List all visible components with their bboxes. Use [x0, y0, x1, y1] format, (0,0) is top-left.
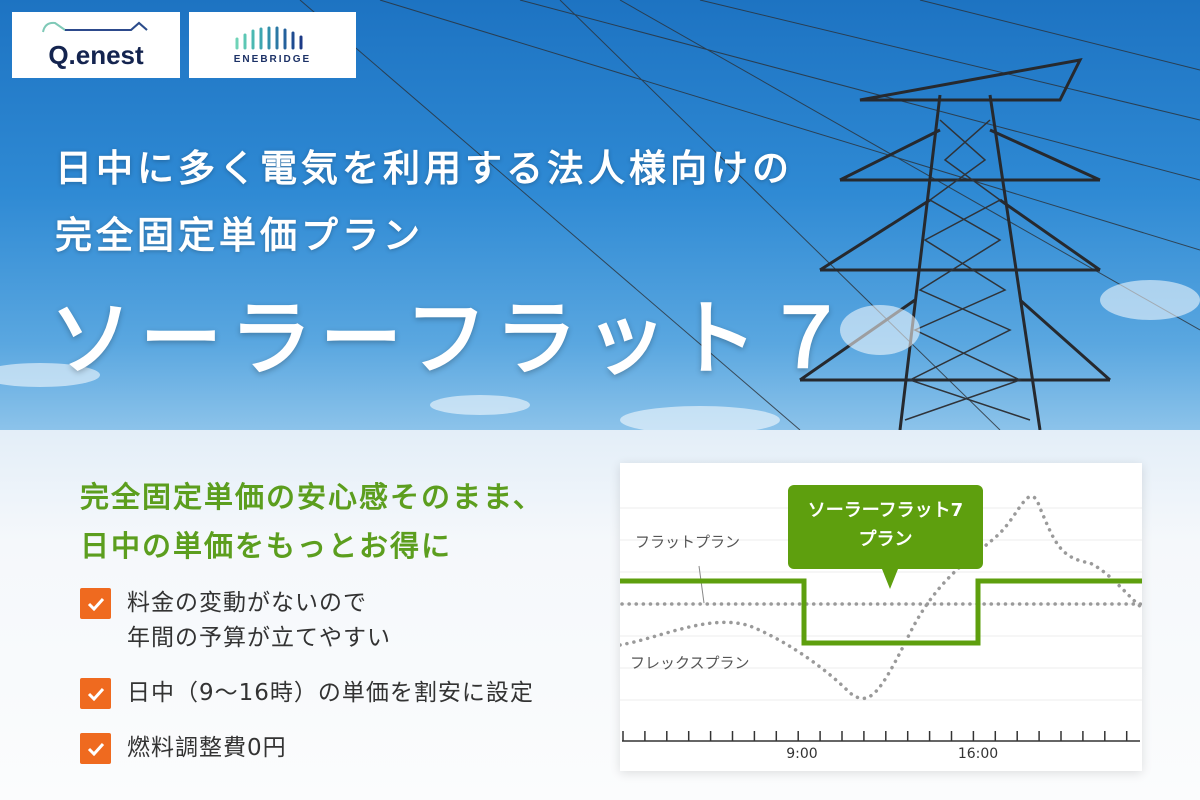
tick-label-16: 16:00 [957, 746, 999, 762]
flat-label-leader [698, 565, 705, 604]
feature-item: 料金の変動がないので 年間の予算が立てやすい [80, 588, 391, 656]
feature-text: 日中（9〜16時）の単価を割安に設定 [127, 680, 534, 706]
checkbox-checked-icon [80, 733, 111, 764]
headline-line-2: 完全固定単価プラン [55, 214, 424, 257]
tick-label-9: 9:00 [786, 746, 818, 762]
power-pylon-image [299, 0, 1200, 430]
flex-plan-label: フレックスプラン [630, 654, 750, 672]
callout-line-1: ソーラーフラット7 [807, 500, 964, 521]
checkbox-checked-icon [80, 678, 111, 709]
price-comparison-illustration: フラットプラン フレックスプラン ソーラーフラット7 プラン 9:00 16:0… [620, 463, 1142, 771]
enebridge-logo: ENEBRIDGE [189, 12, 356, 78]
house-roof-icon [42, 21, 148, 32]
checkbox-checked-icon [80, 588, 111, 619]
qenest-logo: Q.enest [12, 12, 180, 78]
flat-plan-label: フラットプラン [635, 533, 741, 551]
flex-plan-line [620, 494, 1142, 701]
solar-flat-7-callout: ソーラーフラット7 プラン [788, 485, 983, 589]
headline-line-1: 日中に多く電気を利用する法人様向けの [55, 147, 793, 190]
subheadline-line-2: 日中の単価をもっとお得に [80, 529, 453, 563]
bars-logo-icon [235, 26, 302, 49]
solar-flat-7-line [620, 578, 1142, 646]
plan-title: ソーラーフラット７ [50, 292, 856, 387]
subheadline-line-1: 完全固定単価の安心感そのまま、 [80, 480, 544, 514]
callout-line-2: プラン [858, 529, 913, 550]
feature-item: 燃料調整費0円 [80, 733, 287, 766]
feature-text: 燃料調整費0円 [127, 735, 287, 761]
feature-item: 日中（9〜16時）の単価を割安に設定 [80, 678, 534, 711]
feature-text: 年間の予算が立てやすい [127, 625, 391, 651]
feature-text: 料金の変動がないので [127, 590, 367, 616]
